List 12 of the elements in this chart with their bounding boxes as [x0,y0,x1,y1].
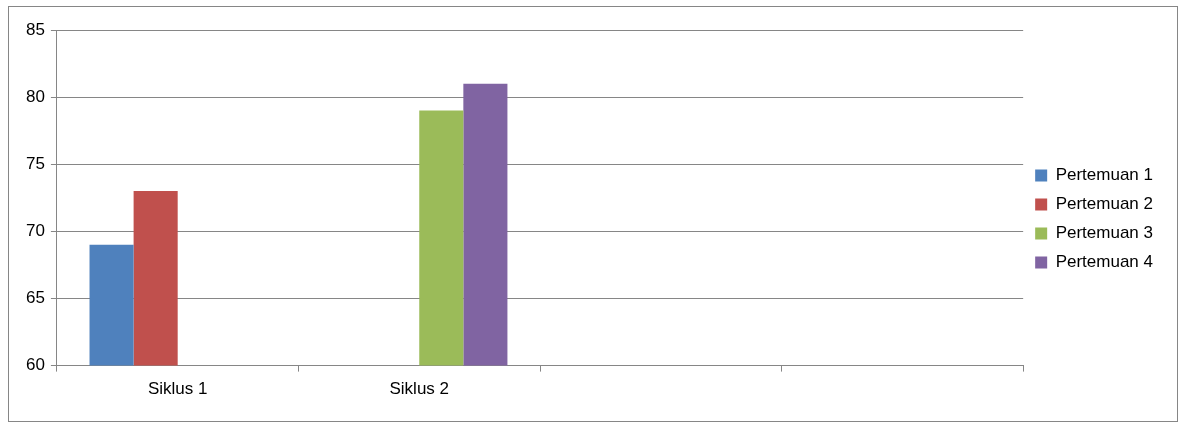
x-tick-label: Siklus 1 [147,379,208,399]
y-tick-label: 60 [25,355,45,375]
legend-label: Pertemuan 4 [1055,252,1154,272]
legend-label: Pertemuan 3 [1055,223,1154,243]
legend-label: Pertemuan 1 [1055,165,1154,185]
legend-label: Pertemuan 2 [1055,194,1154,214]
y-tick-label: 65 [25,288,45,308]
y-tick-label: 85 [25,19,45,39]
y-tick-label: 80 [25,86,45,106]
x-tick-label: Siklus 2 [389,379,450,399]
y-tick-label: 75 [25,153,45,173]
y-tick-label: 70 [25,221,45,241]
